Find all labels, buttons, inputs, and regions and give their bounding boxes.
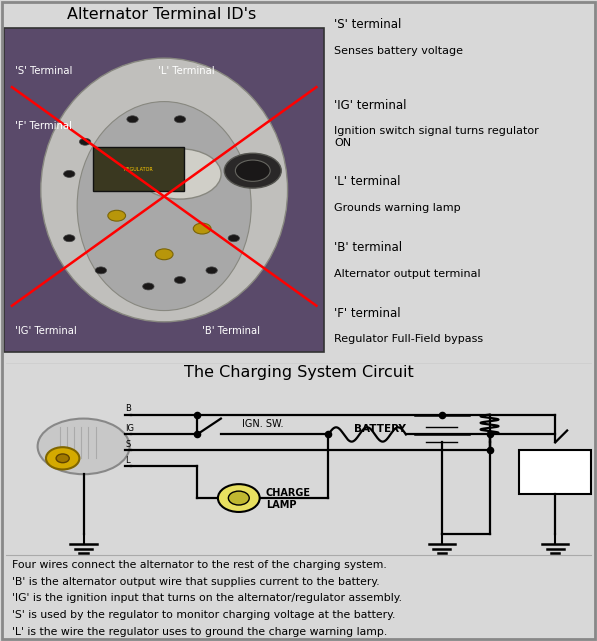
Circle shape: [95, 267, 107, 274]
Text: Grounds warning lamp: Grounds warning lamp: [334, 203, 461, 213]
Text: 'IG' is the ignition input that turns on the alternator/regulator assembly.: 'IG' is the ignition input that turns on…: [12, 594, 402, 603]
Circle shape: [155, 249, 173, 260]
Ellipse shape: [41, 58, 288, 322]
Text: 'B' is the alternator output wire that supplies current to the battery.: 'B' is the alternator output wire that s…: [12, 577, 380, 587]
Text: 'IG' Terminal: 'IG' Terminal: [16, 326, 77, 337]
Circle shape: [218, 484, 260, 512]
Text: 'F' Terminal: 'F' Terminal: [16, 121, 72, 131]
Text: Alternator output terminal: Alternator output terminal: [334, 269, 481, 279]
Text: Senses battery voltage: Senses battery voltage: [334, 46, 463, 56]
Ellipse shape: [38, 419, 130, 474]
Circle shape: [235, 160, 270, 181]
Text: B: B: [125, 404, 131, 413]
Point: [192, 429, 202, 440]
Circle shape: [63, 171, 75, 178]
Text: 'L' Terminal: 'L' Terminal: [158, 66, 214, 76]
Text: LOADS: LOADS: [537, 473, 574, 483]
Point: [324, 429, 333, 440]
Circle shape: [46, 447, 79, 469]
Text: 'S' terminal: 'S' terminal: [334, 18, 402, 31]
Circle shape: [228, 235, 239, 242]
Text: 'S' is used by the regulator to monitor charging voltage at the battery.: 'S' is used by the regulator to monitor …: [12, 610, 395, 620]
Circle shape: [206, 267, 217, 274]
Circle shape: [108, 210, 125, 221]
Circle shape: [193, 223, 211, 234]
FancyBboxPatch shape: [4, 28, 324, 352]
Circle shape: [79, 138, 91, 146]
Circle shape: [127, 116, 139, 122]
Text: CHARGE: CHARGE: [266, 488, 310, 498]
Text: 'B' terminal: 'B' terminal: [334, 241, 402, 254]
Text: Four wires connect the alternator to the rest of the charging system.: Four wires connect the alternator to the…: [12, 560, 387, 570]
Ellipse shape: [77, 101, 251, 310]
Text: Alternator Terminal ID's: Alternator Terminal ID's: [66, 7, 256, 22]
Circle shape: [143, 283, 154, 290]
Text: The Charging System Circuit: The Charging System Circuit: [184, 365, 413, 380]
Text: BATTERY: BATTERY: [354, 424, 406, 433]
Circle shape: [56, 454, 69, 463]
Text: IGN. SW.: IGN. SW.: [242, 419, 284, 428]
Text: 'L' is the wire the regulator uses to ground the charge warning lamp.: 'L' is the wire the regulator uses to gr…: [12, 627, 387, 637]
Point: [485, 445, 494, 456]
Text: S: S: [125, 440, 131, 449]
Text: 'IG' terminal: 'IG' terminal: [334, 99, 407, 112]
Text: 'L' terminal: 'L' terminal: [334, 176, 401, 188]
Point: [437, 410, 447, 420]
Text: Regulator Full-Field bypass: Regulator Full-Field bypass: [334, 335, 484, 344]
Text: Ignition switch signal turns regulator
ON: Ignition switch signal turns regulator O…: [334, 126, 539, 147]
Text: 'F' terminal: 'F' terminal: [334, 307, 401, 320]
FancyBboxPatch shape: [93, 147, 184, 191]
Text: LAMP: LAMP: [266, 500, 296, 510]
Text: 'S' Terminal: 'S' Terminal: [16, 66, 73, 76]
Text: 'B' Terminal: 'B' Terminal: [202, 326, 260, 337]
Text: IG: IG: [125, 424, 134, 433]
Circle shape: [224, 153, 281, 188]
Point: [485, 429, 494, 440]
Text: VEHICLE: VEHICLE: [533, 462, 578, 471]
Point: [192, 410, 202, 420]
Circle shape: [174, 116, 186, 122]
Text: REGULATOR: REGULATOR: [124, 167, 154, 172]
Bar: [519, 451, 591, 494]
Circle shape: [63, 235, 75, 242]
Text: L: L: [125, 456, 130, 465]
Circle shape: [228, 491, 250, 505]
Circle shape: [174, 276, 186, 283]
Circle shape: [139, 149, 221, 199]
